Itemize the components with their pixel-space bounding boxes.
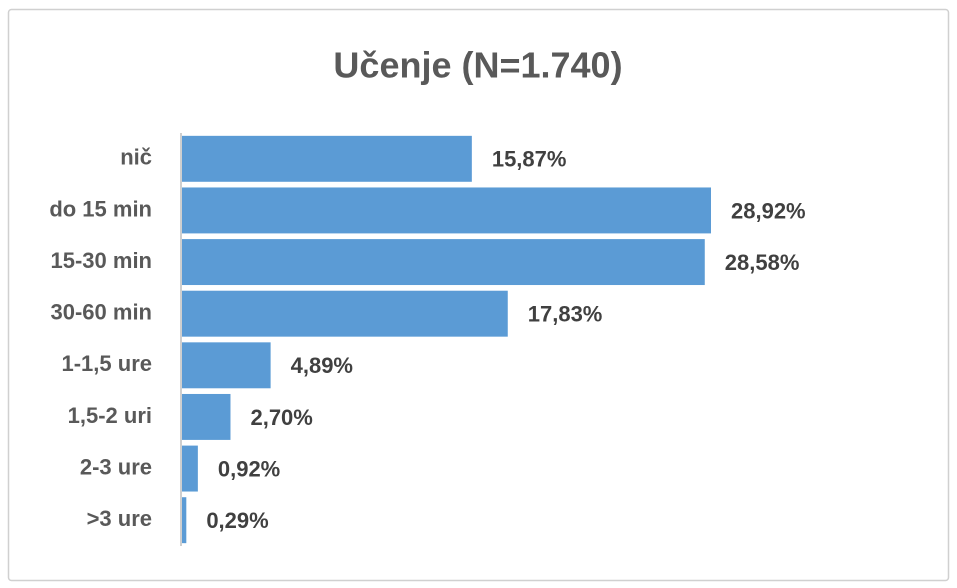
category-label: 15-30 min [51,248,153,273]
value-label: 0,92% [218,456,280,481]
bar [182,187,711,234]
bar [182,342,271,389]
category-label: 1,5-2 uri [68,403,152,428]
bar [182,497,187,544]
category-label: 1-1,5 ure [62,351,153,376]
value-label: 2,70% [250,405,312,430]
value-label: 28,92% [731,198,806,223]
bar [182,445,198,492]
bar [182,290,508,337]
value-label: 0,29% [206,508,268,533]
bar [182,393,231,440]
category-label: 2-3 ure [80,454,152,479]
category-label: do 15 min [49,196,152,221]
value-label: 15,87% [492,147,567,172]
category-label: 30-60 min [51,300,153,325]
value-label: 17,83% [528,302,603,327]
bar [182,135,472,182]
category-label: >3 ure [87,506,152,531]
value-label: 4,89% [291,353,353,378]
category-label: nič [120,145,152,170]
bar [182,239,705,286]
value-label: 28,58% [725,250,800,275]
chart-title: Učenje (N=1.740) [333,45,622,86]
